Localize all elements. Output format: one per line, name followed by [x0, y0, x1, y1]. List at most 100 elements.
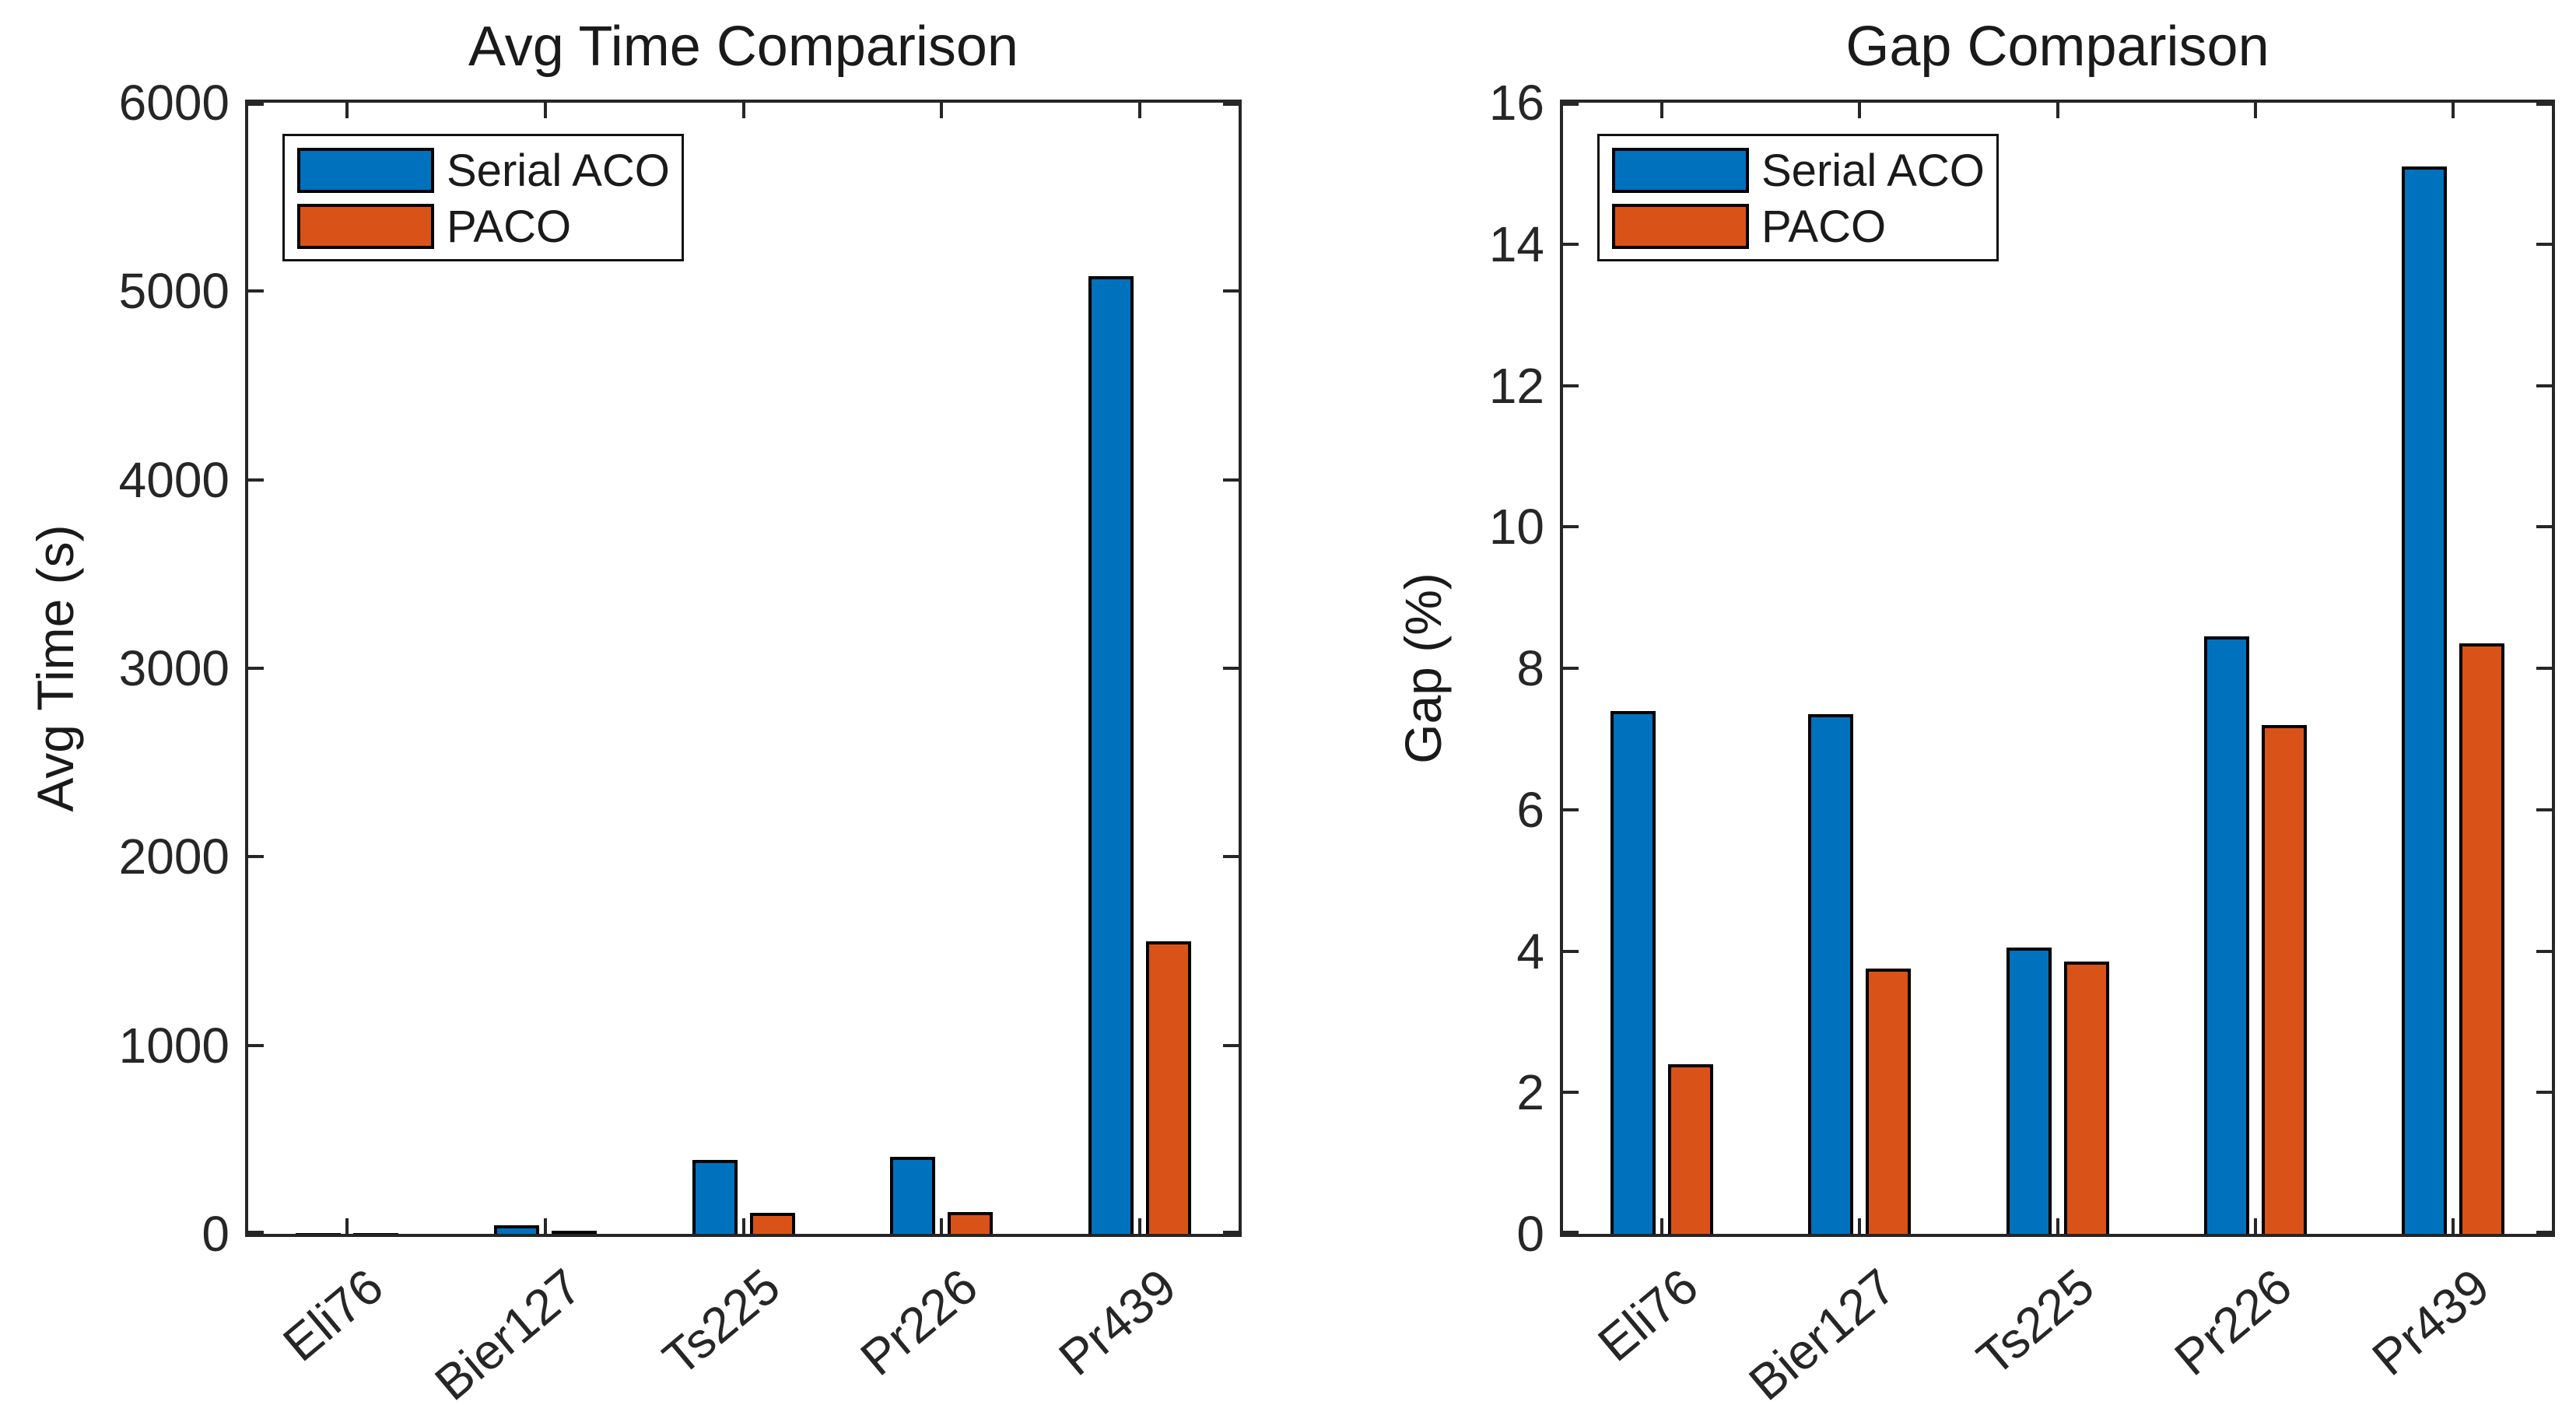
y-tick	[1563, 949, 1579, 953]
y-tick-right	[1223, 478, 1239, 482]
y-tick	[248, 103, 264, 106]
x-tick-top	[2056, 103, 2059, 118]
y-tick	[248, 478, 264, 482]
x-tick-top	[543, 103, 547, 118]
y-tick-label: 2000	[118, 829, 230, 885]
x-tick	[1858, 1218, 1862, 1234]
y-tick-label: 14	[1488, 215, 1544, 272]
y-tick-right	[1223, 1231, 1239, 1234]
y-tick	[1563, 1091, 1579, 1095]
x-tick	[2253, 1218, 2257, 1234]
y-tick	[1563, 103, 1579, 106]
y-tick	[1563, 384, 1579, 387]
y-tick-right	[1223, 1043, 1239, 1047]
x-tick-top	[2253, 103, 2257, 118]
legend-entry-paco: PACO	[1600, 201, 1996, 252]
y-tick	[248, 855, 264, 859]
x-tick	[741, 1218, 745, 1234]
x-tick-top	[345, 103, 349, 118]
x-tick-label: Eli76	[1587, 1257, 1709, 1372]
y-tick-label: 6	[1516, 781, 1544, 838]
y-tick-label: 0	[1516, 1206, 1544, 1262]
bar-serial-aco-pr226	[2203, 636, 2249, 1234]
legend-label: Serial ACO	[447, 145, 670, 196]
legend-box: Serial ACO PACO	[282, 134, 684, 261]
bar-serial-aco-bier127	[493, 1225, 539, 1234]
x-tick	[2451, 1218, 2455, 1234]
chart-title: Gap Comparison	[1845, 16, 2269, 78]
bar-serial-aco-pr439	[1088, 276, 1134, 1234]
y-tick-right	[2536, 1091, 2552, 1095]
y-tick-label: 2	[1516, 1064, 1544, 1121]
bar-paco-pr226	[948, 1212, 994, 1234]
y-tick-right	[2536, 1231, 2552, 1234]
bar-paco-bier127	[551, 1231, 597, 1234]
bar-serial-aco-eli76	[1610, 711, 1656, 1234]
legend-swatch-serial-aco-icon	[297, 148, 434, 193]
bar-paco-pr439	[2459, 643, 2504, 1234]
legend-label: PACO	[1761, 201, 1887, 252]
y-tick-right	[1223, 289, 1239, 293]
bar-paco-ts225	[749, 1213, 795, 1234]
y-tick-right	[2536, 242, 2552, 246]
y-tick	[1563, 525, 1579, 529]
bar-paco-pr439	[1145, 941, 1191, 1234]
x-tick	[345, 1218, 349, 1234]
y-tick-right	[1223, 855, 1239, 859]
y-tick-right	[2536, 525, 2552, 529]
x-tick-label: Eli76	[272, 1257, 394, 1372]
x-tick	[543, 1218, 547, 1234]
y-tick-right	[2536, 667, 2552, 670]
legend-swatch-paco-icon	[1612, 204, 1749, 249]
y-tick-label: 10	[1488, 499, 1544, 555]
x-tick-top	[940, 103, 944, 118]
x-tick-top	[1660, 103, 1664, 118]
y-tick	[1563, 667, 1579, 670]
y-tick	[1563, 1231, 1579, 1234]
bar-paco-ts225	[2063, 962, 2109, 1234]
x-tick-top	[2451, 103, 2455, 118]
y-tick	[248, 1231, 264, 1234]
legend-label: Serial ACO	[1761, 145, 1985, 196]
bar-serial-aco-bier127	[1808, 714, 1854, 1234]
y-tick	[248, 289, 264, 293]
y-tick-right	[2536, 384, 2552, 387]
x-tick-top	[1858, 103, 1862, 118]
bar-serial-aco-ts225	[2006, 948, 2052, 1234]
legend-swatch-paco-icon	[297, 204, 434, 249]
y-tick-label: 0	[202, 1206, 230, 1262]
y-tick-right	[2536, 949, 2552, 953]
x-tick	[1660, 1218, 1664, 1234]
bar-paco-eli76	[1668, 1064, 1714, 1234]
y-tick-label: 5000	[118, 263, 230, 320]
legend-entry-paco: PACO	[285, 201, 682, 252]
bar-paco-pr226	[2261, 725, 2307, 1234]
x-tick-top	[1137, 103, 1141, 118]
y-tick	[248, 1043, 264, 1047]
y-tick	[1563, 808, 1579, 811]
bar-serial-aco-pr226	[890, 1157, 936, 1234]
x-tick	[1137, 1218, 1141, 1234]
y-tick-label: 8	[1516, 640, 1544, 696]
plot-gap: Gap Comparison Gap (%) Serial ACO PACO 0…	[1394, 16, 2555, 1405]
y-tick	[1563, 242, 1579, 246]
x-tick-top	[741, 103, 745, 118]
legend-box: Serial ACO PACO	[1597, 134, 1999, 261]
bar-paco-bier127	[1866, 969, 1912, 1234]
x-tick	[2056, 1218, 2059, 1234]
legend-label: PACO	[447, 201, 572, 252]
y-tick-right	[1223, 667, 1239, 670]
y-tick-right	[2536, 103, 2552, 106]
y-tick-label: 4000	[118, 451, 230, 508]
chart-title: Avg Time Comparison	[468, 16, 1018, 78]
y-tick-label: 12	[1488, 357, 1544, 414]
y-tick-label: 4	[1516, 923, 1544, 979]
x-tick	[940, 1218, 944, 1234]
bar-serial-aco-pr439	[2401, 166, 2447, 1234]
y-tick-label: 16	[1488, 75, 1544, 131]
y-tick-right	[2536, 808, 2552, 811]
legend-entry-serial-aco: Serial ACO	[1600, 145, 1996, 196]
y-tick-label: 1000	[118, 1017, 230, 1074]
plot-avg-time: Avg Time Comparison Avg Time (s) Serial …	[26, 16, 1242, 1405]
bar-serial-aco-ts225	[692, 1160, 738, 1234]
